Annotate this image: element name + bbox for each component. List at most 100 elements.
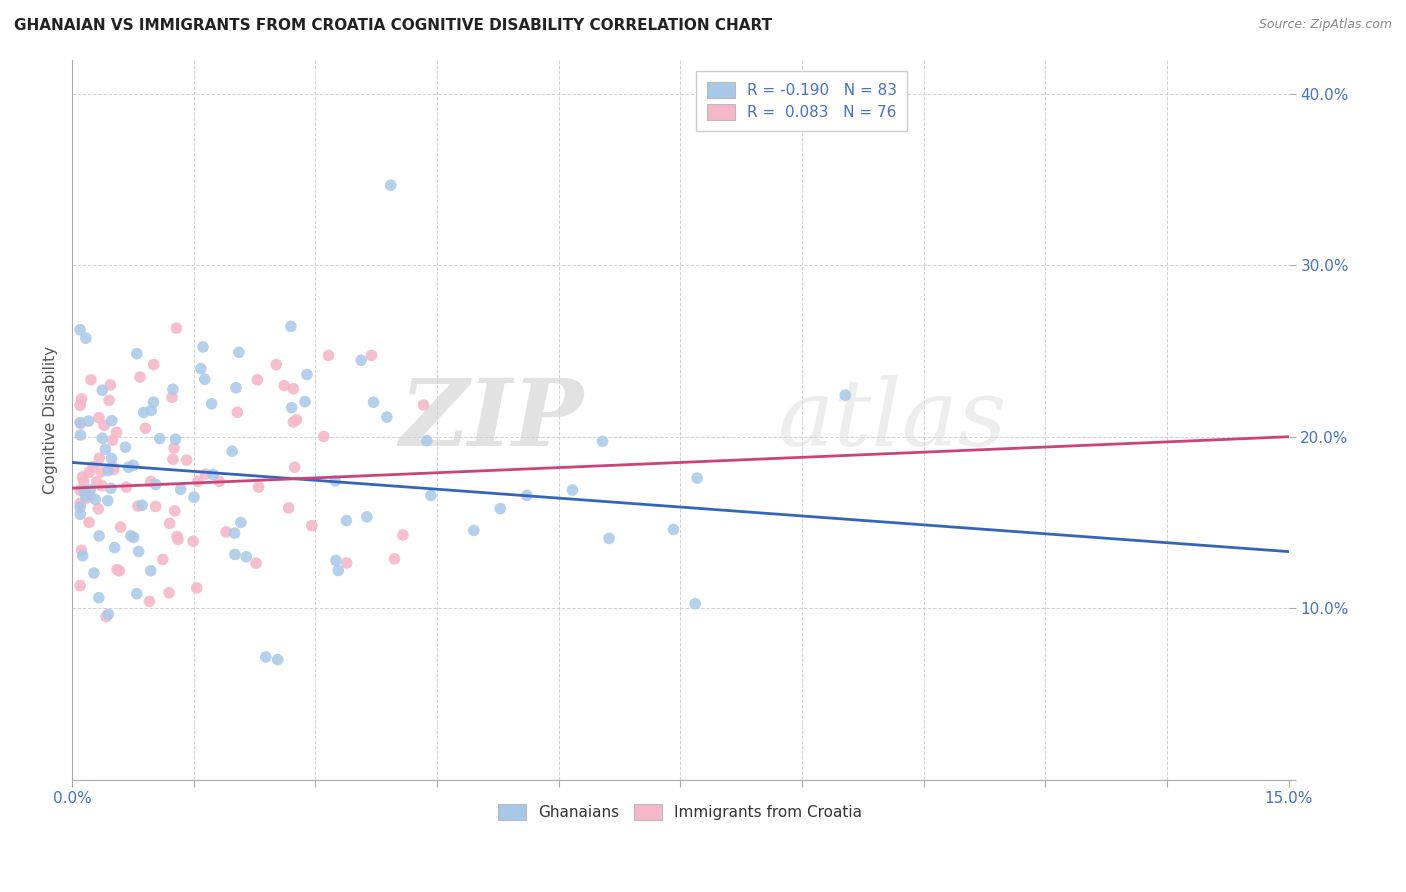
Point: [73, 475, 96, 489]
Point: [80, 373, 103, 387]
Point: [264, 358, 287, 372]
Point: [82, 459, 104, 474]
Point: [98, 378, 121, 392]
Point: [97, 464, 120, 478]
Point: [79, 483, 101, 497]
Point: [134, 421, 156, 435]
Point: [110, 520, 132, 534]
Point: [87, 501, 110, 516]
Point: [273, 378, 295, 392]
Point: [160, 390, 183, 404]
Point: [125, 346, 148, 360]
Point: [201, 397, 224, 411]
Point: [166, 529, 188, 543]
Point: [145, 500, 167, 514]
Text: atlas: atlas: [778, 375, 1007, 465]
Point: [186, 581, 208, 595]
Legend: Ghanaians, Immigrants from Croatia: Ghanaians, Immigrants from Croatia: [492, 797, 869, 826]
Point: [247, 480, 270, 494]
Point: [105, 563, 128, 577]
Point: [149, 432, 172, 446]
Point: [86, 475, 108, 489]
Point: [69, 508, 91, 522]
Point: [284, 460, 307, 475]
Point: [416, 434, 439, 448]
Point: [129, 370, 152, 384]
Point: [194, 467, 217, 482]
Point: [69, 398, 91, 412]
Point: [162, 382, 184, 396]
Point: [131, 498, 153, 512]
Point: [686, 471, 709, 485]
Point: [91, 431, 114, 445]
Point: [162, 452, 184, 467]
Point: [94, 442, 117, 457]
Point: [167, 533, 190, 547]
Point: [101, 459, 124, 474]
Point: [202, 467, 225, 482]
Point: [145, 477, 167, 491]
Point: [163, 441, 186, 455]
Point: [301, 518, 323, 533]
Point: [84, 492, 107, 507]
Point: [834, 388, 856, 402]
Point: [325, 553, 347, 567]
Point: [132, 405, 155, 419]
Point: [69, 496, 91, 510]
Point: [328, 564, 350, 578]
Point: [159, 516, 181, 531]
Point: [380, 178, 402, 193]
Point: [165, 321, 187, 335]
Point: [69, 417, 91, 431]
Point: [280, 401, 302, 415]
Point: [254, 649, 277, 664]
Point: [77, 466, 100, 480]
Point: [375, 410, 398, 425]
Point: [360, 348, 382, 362]
Point: [228, 345, 250, 359]
Point: [87, 591, 110, 605]
Point: [318, 348, 340, 362]
Point: [69, 428, 91, 442]
Point: [70, 392, 93, 406]
Point: [598, 532, 620, 546]
Point: [72, 549, 94, 563]
Point: [142, 395, 165, 409]
Point: [138, 594, 160, 608]
Point: [128, 544, 150, 558]
Point: [176, 453, 198, 467]
Point: [419, 489, 441, 503]
Point: [79, 489, 101, 503]
Point: [120, 529, 142, 543]
Y-axis label: Cognitive Disability: Cognitive Disability: [44, 345, 58, 493]
Point: [94, 609, 117, 624]
Point: [105, 425, 128, 440]
Point: [592, 434, 614, 449]
Point: [75, 491, 97, 505]
Point: [224, 548, 246, 562]
Point: [69, 500, 91, 514]
Point: [97, 493, 120, 508]
Point: [356, 509, 378, 524]
Point: [169, 483, 191, 497]
Point: [181, 534, 204, 549]
Point: [72, 470, 94, 484]
Point: [295, 368, 318, 382]
Point: [335, 556, 357, 570]
Point: [122, 458, 145, 473]
Point: [75, 489, 97, 503]
Point: [127, 499, 149, 513]
Point: [323, 474, 346, 488]
Point: [139, 475, 162, 489]
Point: [100, 414, 122, 428]
Point: [97, 607, 120, 622]
Point: [183, 490, 205, 504]
Point: [561, 483, 583, 497]
Point: [101, 433, 124, 447]
Point: [412, 398, 434, 412]
Point: [100, 451, 122, 466]
Point: [142, 358, 165, 372]
Point: [77, 414, 100, 428]
Point: [384, 552, 406, 566]
Point: [87, 410, 110, 425]
